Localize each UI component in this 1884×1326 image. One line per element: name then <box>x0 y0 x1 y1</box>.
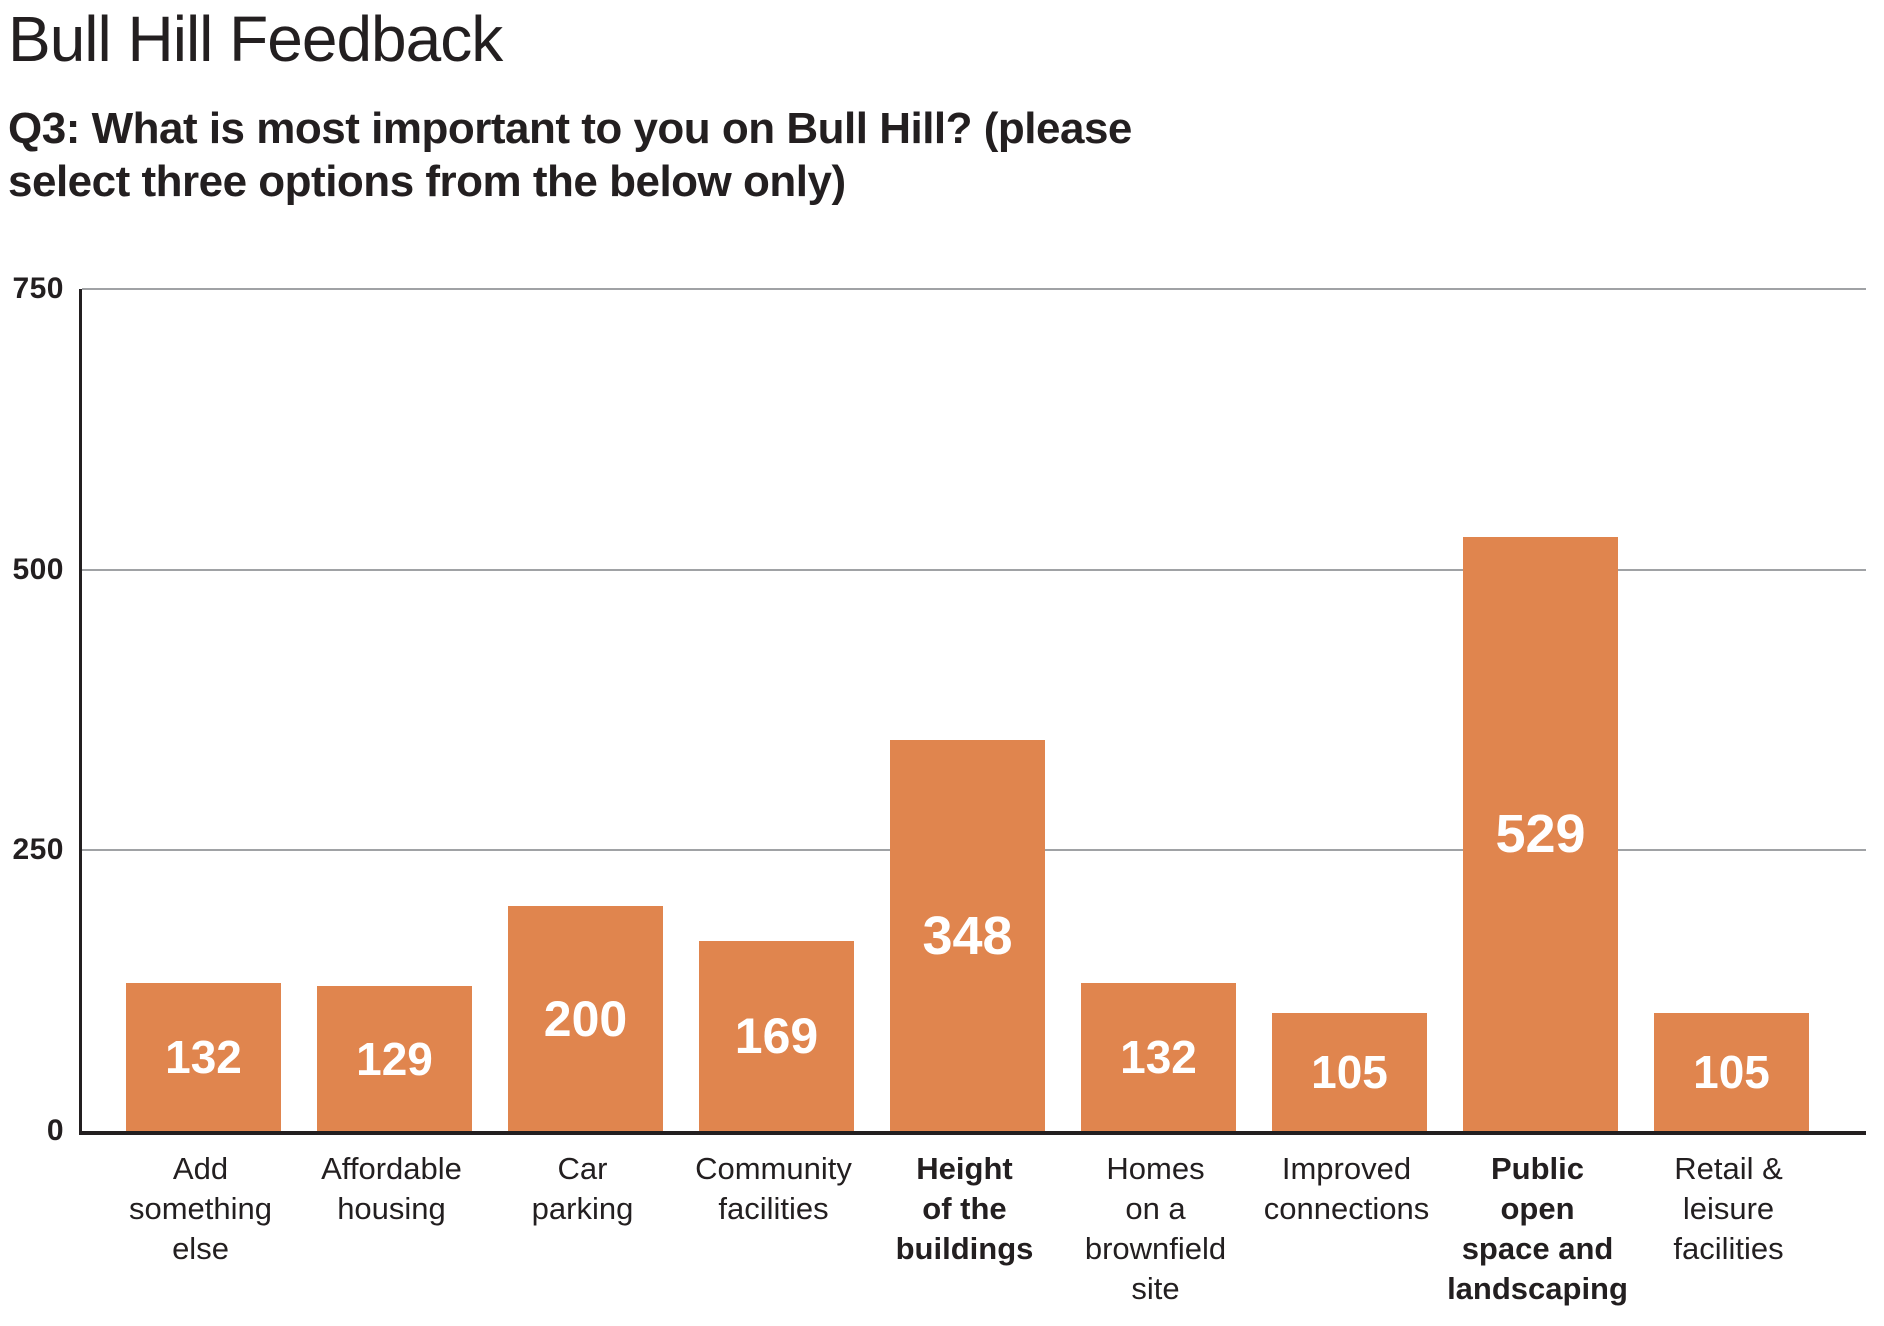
bar-slot: 132 <box>108 289 299 1131</box>
gridline <box>82 568 1866 571</box>
bar-value-label: 105 <box>1693 1046 1770 1099</box>
y-tick-label: 750 <box>12 272 64 305</box>
x-category-label: Improved connections <box>1263 1151 1430 1226</box>
x-label-cell: Community facilities <box>678 1149 869 1309</box>
x-label-cell: Height of the buildings <box>869 1149 1060 1309</box>
x-axis-labels: Add something else Affordable housing Car … <box>79 1149 1863 1309</box>
bar: 169 <box>699 941 854 1131</box>
bar-value-label: 348 <box>922 905 1013 966</box>
bar-slot: 132 <box>1063 289 1254 1131</box>
bar: 200 <box>508 906 663 1131</box>
y-tick-label: 0 <box>46 1114 64 1147</box>
x-category-label: Community facilities <box>695 1151 852 1226</box>
x-category-label: Car parking <box>531 1151 634 1226</box>
bar-slot: 129 <box>299 289 490 1131</box>
x-label-cell: Affordable housing <box>296 1149 487 1309</box>
bar-slot: 105 <box>1636 289 1827 1131</box>
bar: 105 <box>1272 1013 1427 1131</box>
y-axis-labels: 0 250 500 750 <box>0 272 64 1147</box>
bar: 348 <box>890 740 1045 1131</box>
x-category-label: Add something else <box>128 1151 273 1266</box>
x-category-label: Homes on a brownfield site <box>1084 1151 1227 1306</box>
bar: 132 <box>1081 982 1236 1131</box>
bar-slot: 200 <box>490 289 681 1131</box>
x-category-label: Height of the buildings <box>895 1151 1034 1266</box>
x-category-label: Retail & leisure facilities <box>1673 1151 1784 1266</box>
gridline <box>82 288 1866 290</box>
bars-row: 132 129 200 169 348 132 105 529 105 <box>82 289 1866 1131</box>
x-category-label: Affordable housing <box>321 1151 462 1226</box>
bar-value-label: 169 <box>734 1008 819 1065</box>
bar: 529 <box>1463 537 1618 1131</box>
bar: 129 <box>317 986 472 1131</box>
x-label-cell: Add something else <box>105 1149 296 1309</box>
x-label-cell: Public open space and landscaping <box>1442 1149 1633 1309</box>
x-label-cell: Improved connections <box>1251 1149 1442 1309</box>
chart-title: Bull Hill Feedback <box>8 3 503 75</box>
bar: 132 <box>126 982 281 1131</box>
x-label-cell: Car parking <box>487 1149 678 1309</box>
bar-slot: 529 <box>1445 289 1636 1131</box>
plot-area: 132 129 200 169 348 132 105 529 105 <box>79 288 1866 1135</box>
y-tick-label: 250 <box>12 833 64 867</box>
bar-value-label: 132 <box>165 1030 242 1083</box>
bar-value-label: 200 <box>543 990 628 1047</box>
bar-slot: 105 <box>1254 289 1445 1131</box>
bar-value-label: 105 <box>1311 1046 1388 1099</box>
x-label-cell: Homes on a brownfield site <box>1060 1149 1251 1309</box>
chart-subtitle: Q3: What is most important to you on Bul… <box>8 104 1132 206</box>
y-tick-label: 500 <box>12 552 64 586</box>
bar-slot: 169 <box>681 289 872 1131</box>
x-label-cell: Retail & leisure facilities <box>1633 1149 1824 1309</box>
x-category-label: Public open space and landscaping <box>1447 1151 1628 1306</box>
bar-value-label: 132 <box>1120 1030 1197 1083</box>
bar-value-label: 129 <box>356 1032 433 1085</box>
bar: 105 <box>1654 1013 1809 1131</box>
bar-value-label: 529 <box>1495 804 1586 865</box>
bar-slot: 348 <box>872 289 1063 1131</box>
